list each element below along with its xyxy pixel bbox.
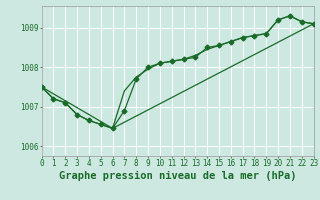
X-axis label: Graphe pression niveau de la mer (hPa): Graphe pression niveau de la mer (hPa) (59, 171, 296, 181)
